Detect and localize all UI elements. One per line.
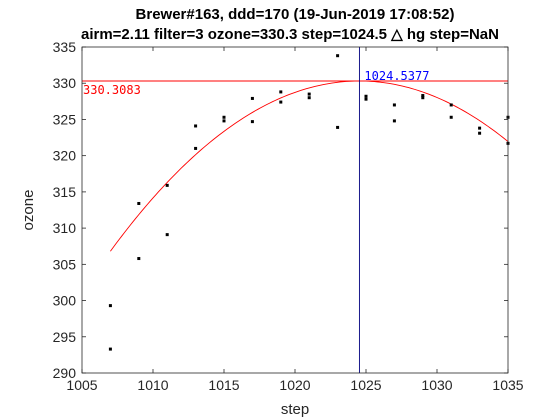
- data-point: [392, 119, 396, 123]
- data-point: [364, 94, 368, 98]
- y-tick-label: 335: [53, 39, 77, 55]
- plot-area: [82, 47, 508, 373]
- data-point: [250, 120, 254, 124]
- data-point: [165, 183, 169, 187]
- x-tick-label: 1005: [66, 377, 97, 393]
- fit-layer: 330.3083 1024.5377: [82, 47, 509, 373]
- x-tick-label: 1030: [421, 377, 452, 393]
- data-point: [222, 115, 226, 119]
- data-point: [449, 115, 453, 119]
- x-axis-label: step: [281, 401, 309, 418]
- fit-curve: [110, 80, 509, 252]
- data-point: [194, 146, 198, 150]
- data-point: [279, 100, 283, 104]
- y-tick-label: 320: [53, 148, 77, 164]
- data-point: [137, 257, 141, 261]
- data-point: [108, 304, 112, 308]
- points-layer: [108, 54, 510, 351]
- x-tick-label: 1020: [279, 377, 310, 393]
- chart-title-line2: airm=2.11 filter=3 ozone=330.3 step=1024…: [81, 26, 499, 43]
- data-point: [279, 90, 283, 94]
- data-point: [392, 103, 396, 107]
- y-tick-label: 315: [53, 184, 77, 200]
- x-tick-label: 1015: [208, 377, 239, 393]
- y-tick-label: 295: [53, 329, 77, 345]
- data-point: [194, 124, 198, 128]
- data-point: [336, 125, 340, 129]
- y-axis-label: ozone: [20, 190, 37, 231]
- data-point: [421, 96, 425, 100]
- y-tick-label: 325: [53, 111, 77, 127]
- data-point: [137, 201, 141, 205]
- data-point: [307, 96, 311, 100]
- y-tick-label: 300: [53, 293, 77, 309]
- max-ozone-label: 330.3083: [83, 83, 141, 97]
- y-tick-label: 330: [53, 75, 77, 91]
- x-tick-label: 1025: [350, 377, 381, 393]
- y-tick-label: 305: [53, 256, 77, 272]
- y-tick-label: 310: [53, 220, 77, 236]
- data-point: [478, 126, 482, 130]
- data-point: [478, 131, 482, 135]
- data-point: [222, 119, 226, 123]
- data-point: [165, 233, 169, 237]
- data-point: [307, 92, 311, 96]
- data-point: [364, 97, 368, 101]
- chart-title-line1: Brewer#163, ddd=170 (19-Jun-2019 17:08:5…: [136, 6, 455, 23]
- y-tick-label: 290: [53, 365, 77, 381]
- data-point: [449, 103, 453, 107]
- data-point: [421, 94, 425, 98]
- data-point: [108, 347, 112, 351]
- axes-layer: 1005 1010 1015 1020 1025 1030 1035 290 295 300 305…: [53, 39, 524, 393]
- data-point: [250, 96, 254, 100]
- optimum-step-label: 1024.5377: [364, 69, 429, 83]
- x-tick-label: 1035: [492, 377, 523, 393]
- x-tick-label: 1010: [137, 377, 168, 393]
- data-point: [336, 54, 340, 58]
